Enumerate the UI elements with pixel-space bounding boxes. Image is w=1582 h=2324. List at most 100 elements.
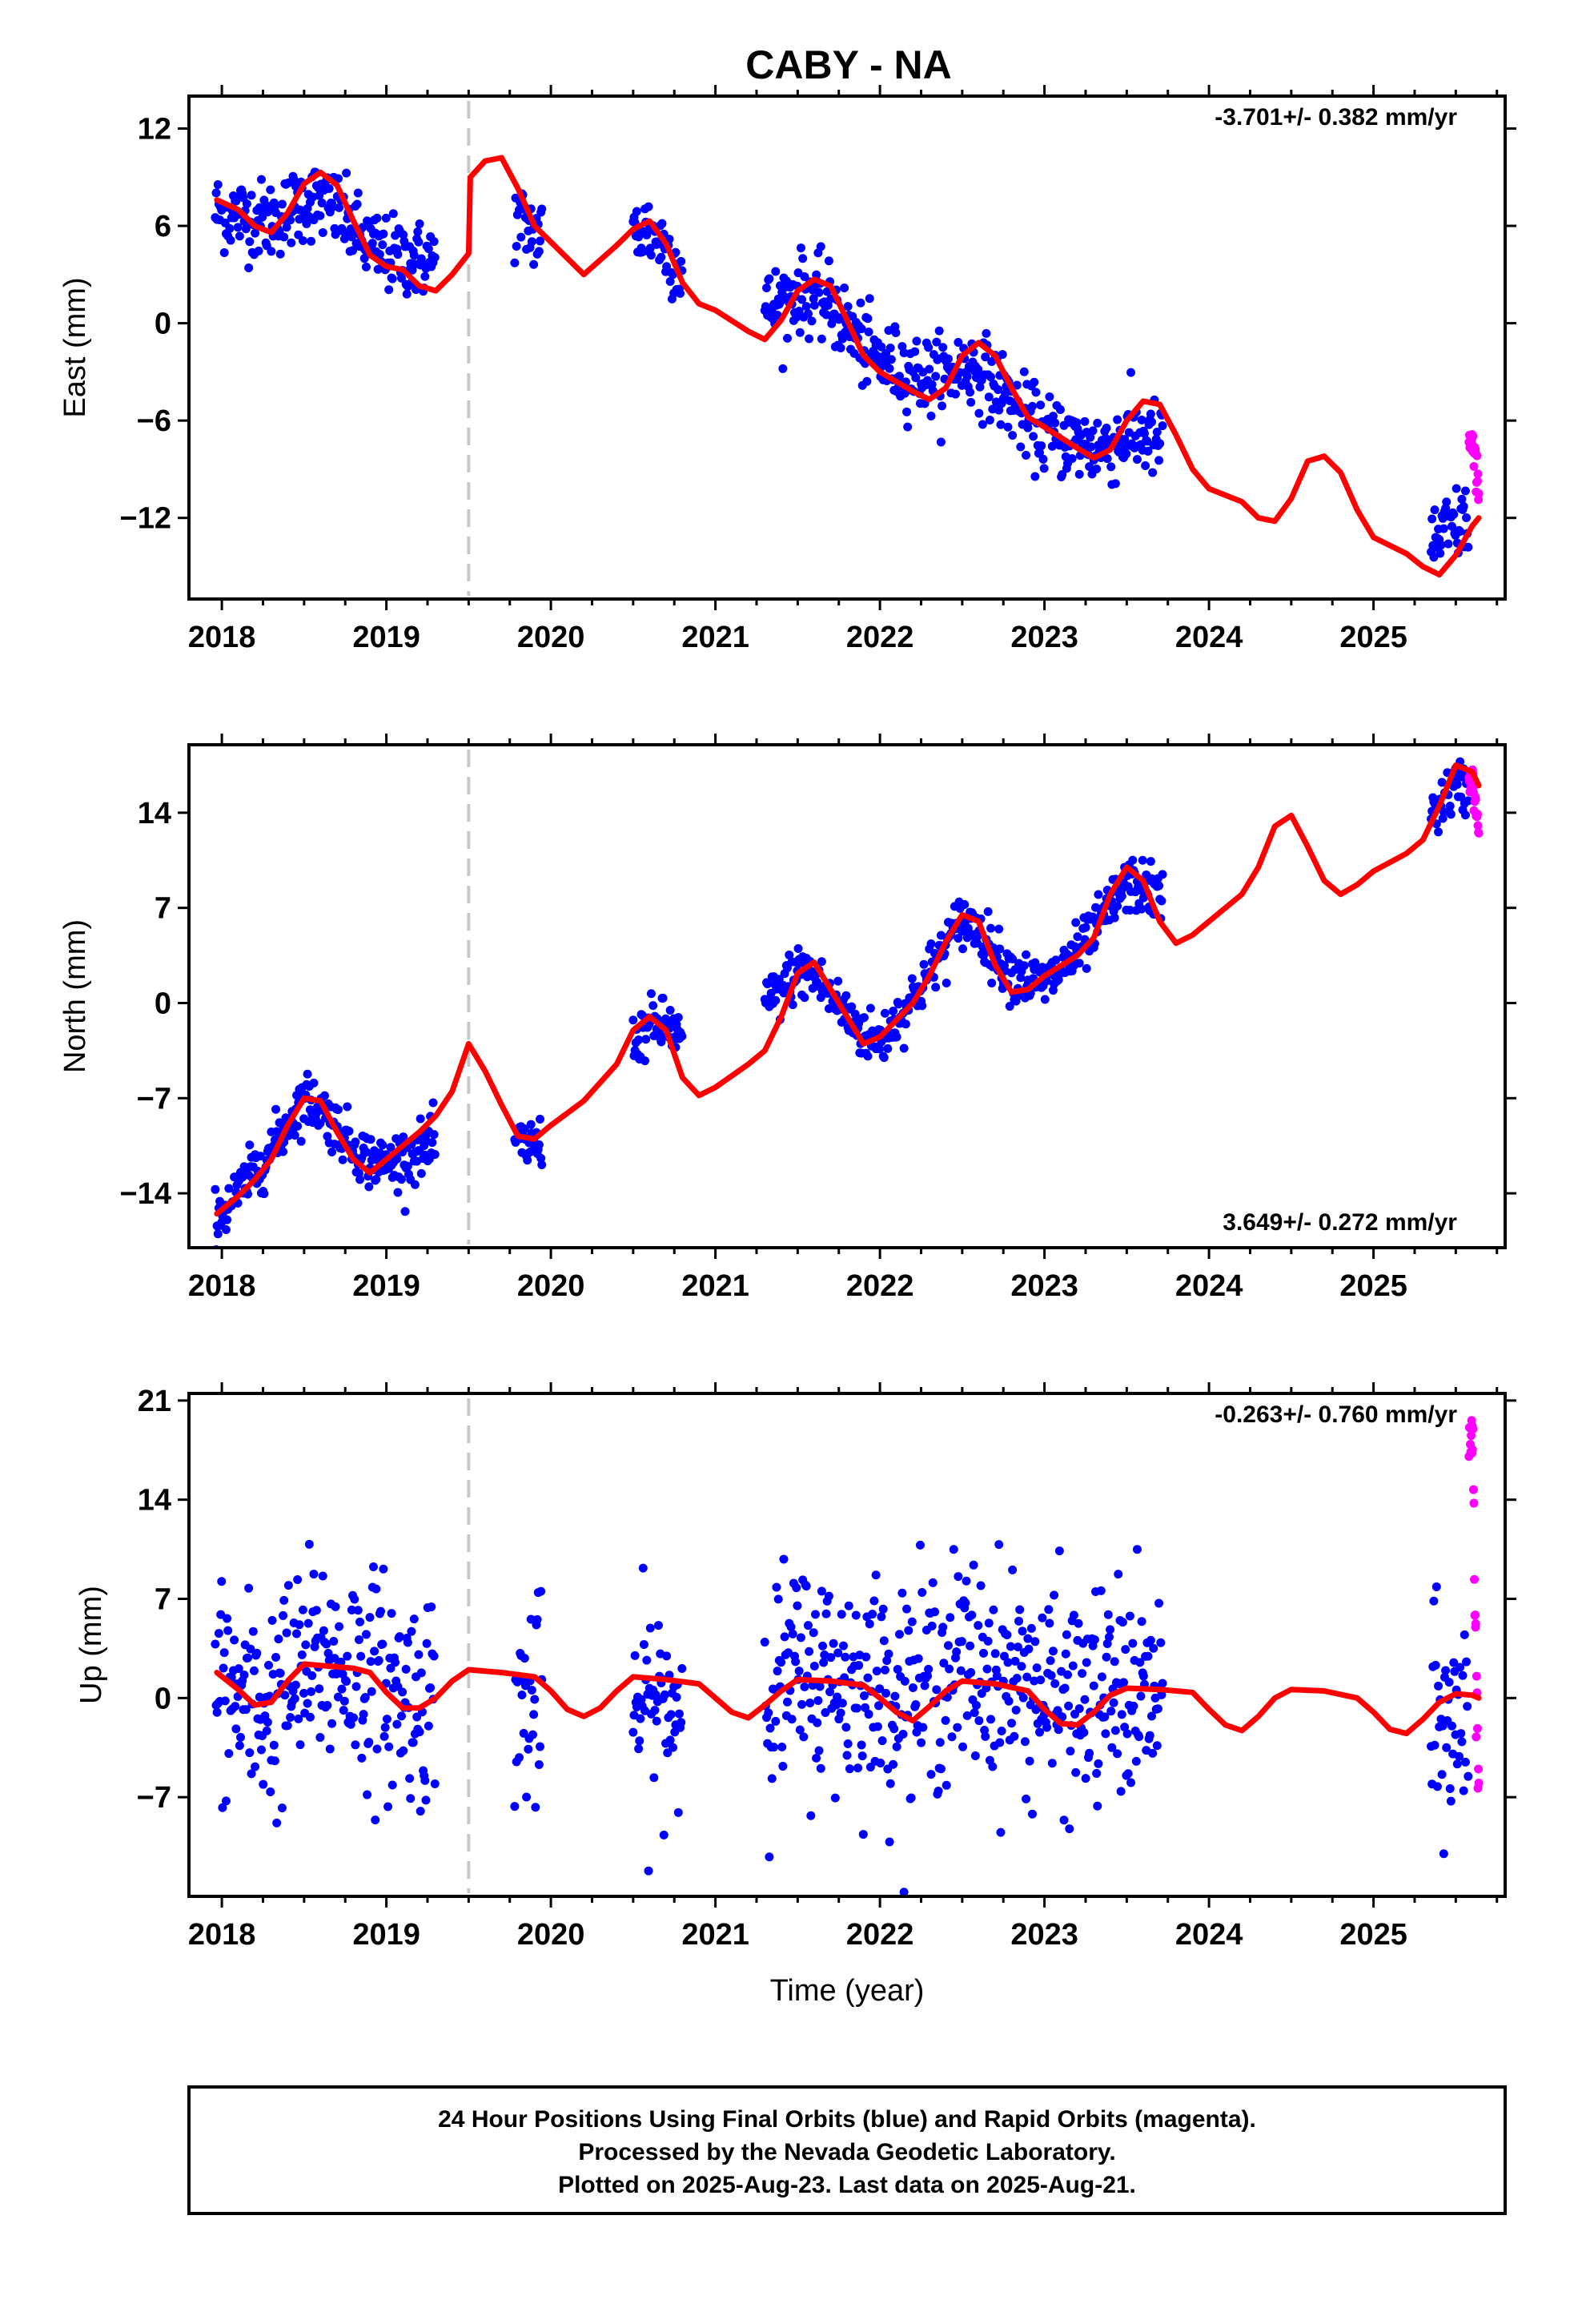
up-final-point [805,1647,814,1656]
up-final-point [953,1723,962,1732]
north-final-point [327,1147,337,1156]
up-final-point [628,1727,638,1737]
up-final-point [662,1651,672,1661]
up-final-point [876,1759,885,1768]
east-final-point [430,253,440,263]
up-final-point [1464,1771,1473,1781]
east-final-point [235,231,244,241]
up-final-point [292,1629,302,1638]
up-rapid-point [1468,1445,1477,1454]
up-final-point [826,1653,836,1663]
up-final-point [217,1577,227,1586]
up-final-point [782,1697,792,1707]
east-final-point [1106,462,1116,472]
up-final-point [816,1763,825,1773]
up-final-point [1042,1723,1052,1732]
east-final-point [936,437,946,447]
up-final-point [659,1830,669,1839]
east-final-point [527,237,536,247]
north-final-point [1128,855,1138,865]
up-final-point [813,1718,822,1727]
east-final-point [396,273,406,283]
north-final-point [351,1137,360,1147]
up-final-point [1132,1545,1142,1554]
up-final-point [235,1741,244,1751]
up-final-point [536,1742,545,1751]
up-final-point [335,1622,344,1631]
north-final-point [1434,827,1443,837]
up-final-point [825,1687,835,1697]
up-final-point [983,1636,993,1646]
east-final-point [1012,380,1022,390]
east-ytick-label: 12 [138,113,171,147]
up-final-point [357,1753,367,1763]
north-final-point [320,1091,330,1100]
up-final-point [1100,1712,1110,1722]
east-final-point [943,354,953,364]
up-final-point [267,1615,277,1625]
north-final-point [520,1124,529,1134]
up-final-point [809,1661,819,1671]
up-final-point [813,1696,823,1706]
east-final-point [984,392,994,402]
up-final-point [1447,1721,1456,1731]
up-final-point [795,1725,805,1735]
up-final-point [1010,1656,1020,1666]
north-final-point [1094,890,1103,899]
up-final-point [989,1605,998,1614]
up-final-point [1063,1670,1073,1679]
up-final-point [1110,1657,1119,1667]
north-model-line [214,762,1482,1217]
north-rapid-point [1474,828,1484,838]
up-final-point [325,1744,335,1754]
north-ytick-label: 7 [155,892,171,926]
east-rapid-point [1473,469,1483,479]
east-final-point [536,236,545,246]
north-xtick-label: 2020 [517,1269,585,1303]
east-final-point [1030,472,1040,481]
north-final-point [1073,932,1082,942]
up-final-point [427,1602,436,1611]
up-final-point [216,1610,226,1619]
up-final-point [969,1560,978,1570]
east-final-point [378,240,387,250]
east-final-point [1074,469,1084,479]
east-final-point [1113,415,1122,424]
up-final-point [1064,1701,1074,1711]
east-final-point [864,327,873,336]
north-final-point [428,1098,438,1108]
east-plot-area [211,155,1484,578]
up-final-point [429,1651,439,1661]
east-final-point [225,223,235,233]
up-final-point [889,1759,898,1769]
up-final-point [401,1664,411,1674]
up-final-point [1116,1787,1126,1796]
east-final-point [384,285,394,295]
up-rapid-point [1468,1421,1477,1431]
east-final-point [954,337,963,347]
up-final-point [1430,1740,1439,1750]
east-final-point [1080,416,1090,426]
up-final-point [780,1632,789,1642]
up-final-point [809,1628,818,1638]
up-final-point [1068,1661,1078,1671]
east-final-point [985,416,994,425]
up-final-point [890,1691,900,1701]
up-final-point [1047,1759,1057,1768]
up-final-point [1003,1658,1013,1667]
north-final-point [223,1215,232,1224]
up-final-point [251,1762,260,1771]
east-final-point [1442,497,1452,507]
east-final-point [632,207,641,216]
north-final-point [673,1012,683,1022]
up-final-point [1119,1678,1129,1687]
up-rapid-points [1464,1416,1484,1793]
east-final-point [315,211,325,220]
east-final-point [259,195,269,205]
up-final-point [259,1779,268,1789]
east-final-point [1452,484,1461,493]
up-final-point [282,1628,291,1638]
up-final-point [941,1715,950,1725]
up-final-point [669,1743,678,1752]
up-final-point [819,1658,829,1667]
